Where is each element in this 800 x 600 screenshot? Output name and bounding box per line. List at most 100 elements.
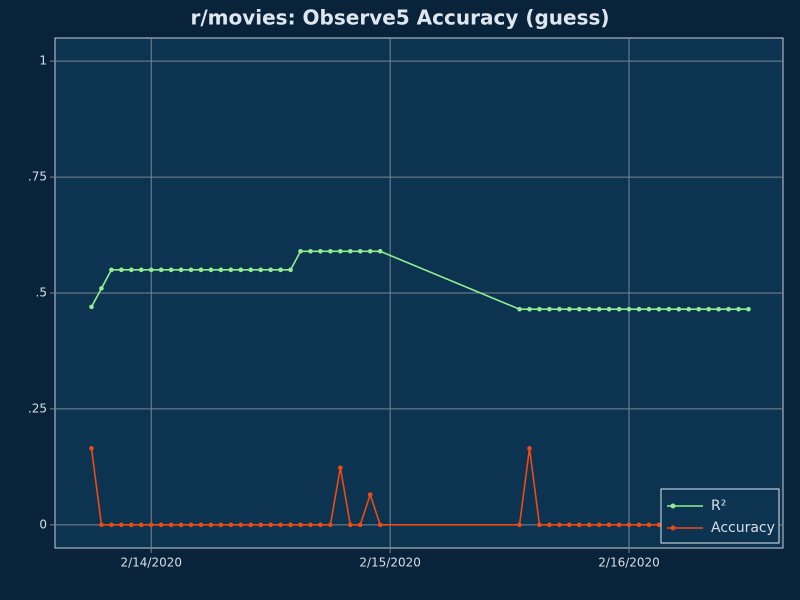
data-point <box>736 306 741 312</box>
data-point <box>328 522 333 528</box>
data-point <box>238 267 244 273</box>
data-point <box>616 306 622 312</box>
data-point <box>278 267 283 273</box>
data-point <box>557 306 562 312</box>
data-point <box>99 286 104 291</box>
data-point <box>119 522 124 528</box>
data-point <box>517 522 522 528</box>
data-point <box>248 267 254 273</box>
y-tick-label: .25 <box>28 401 47 415</box>
data-point <box>586 306 592 312</box>
data-point <box>308 248 313 254</box>
data-point <box>636 306 642 312</box>
data-point <box>377 248 383 254</box>
data-point <box>576 522 582 528</box>
x-tick-label: 2/16/2020 <box>598 556 660 570</box>
legend-dot <box>670 525 676 531</box>
data-point <box>527 306 532 312</box>
data-point <box>188 522 194 528</box>
data-point <box>696 306 702 312</box>
data-point <box>119 267 124 273</box>
data-point <box>129 522 134 528</box>
data-point <box>676 306 682 312</box>
data-point <box>168 522 174 528</box>
data-point <box>238 522 244 528</box>
data-point <box>636 522 642 528</box>
data-point <box>646 522 652 528</box>
data-point <box>537 306 542 312</box>
legend: R² Accuracy <box>660 488 780 544</box>
data-point <box>686 306 692 312</box>
data-point <box>377 522 383 528</box>
data-point <box>109 522 114 528</box>
data-point <box>138 522 144 528</box>
data-point <box>606 306 612 312</box>
data-point <box>656 306 662 312</box>
data-point <box>547 306 552 312</box>
data-point <box>367 248 373 254</box>
data-point <box>298 522 303 528</box>
data-point <box>517 306 522 312</box>
data-point <box>288 522 293 528</box>
y-tick-label: .5 <box>36 286 47 300</box>
data-point <box>138 267 144 273</box>
data-point <box>567 306 572 312</box>
data-point <box>746 306 751 312</box>
data-point <box>547 522 552 528</box>
data-point <box>626 522 632 528</box>
data-point <box>318 522 323 528</box>
data-point <box>158 267 164 273</box>
data-point <box>89 446 94 451</box>
data-point <box>218 522 224 528</box>
data-point <box>606 522 612 528</box>
data-point <box>726 306 731 312</box>
data-point <box>228 522 234 528</box>
data-point <box>168 267 174 273</box>
data-point <box>716 306 721 312</box>
data-point <box>616 522 622 528</box>
data-point <box>656 522 662 528</box>
data-point <box>646 306 652 312</box>
data-point <box>248 522 254 528</box>
data-point <box>596 306 602 312</box>
data-point <box>367 492 373 497</box>
data-point <box>228 267 234 273</box>
data-point <box>338 248 343 254</box>
data-point <box>328 248 333 254</box>
data-point <box>348 522 353 528</box>
data-point <box>596 522 602 528</box>
data-point <box>208 522 214 528</box>
data-point <box>288 267 293 273</box>
legend-dot <box>670 503 676 509</box>
y-tick-label: .75 <box>28 170 47 184</box>
data-point <box>99 522 104 528</box>
data-point <box>158 522 164 528</box>
y-tick-label: 0 <box>39 517 47 531</box>
data-point <box>318 248 323 254</box>
data-point <box>208 267 214 273</box>
y-tick-label: 1 <box>39 54 47 68</box>
data-point <box>148 267 154 273</box>
data-point <box>268 267 273 273</box>
data-point <box>258 522 264 528</box>
data-point <box>298 248 303 254</box>
data-point <box>148 522 154 528</box>
data-point <box>348 248 353 254</box>
data-point <box>537 522 542 528</box>
data-point <box>567 522 572 528</box>
data-point <box>268 522 273 528</box>
data-point <box>178 267 184 273</box>
data-point <box>198 522 204 528</box>
x-tick-label: 2/15/2020 <box>359 556 421 570</box>
legend-label: R² <box>711 498 726 514</box>
data-point <box>527 446 532 451</box>
x-tick-label: 2/14/2020 <box>120 556 182 570</box>
legend-box <box>660 488 780 544</box>
legend-label: Accuracy <box>711 520 775 536</box>
data-point <box>626 306 632 312</box>
data-point <box>198 267 204 273</box>
data-point <box>338 465 343 471</box>
data-point <box>706 306 711 312</box>
